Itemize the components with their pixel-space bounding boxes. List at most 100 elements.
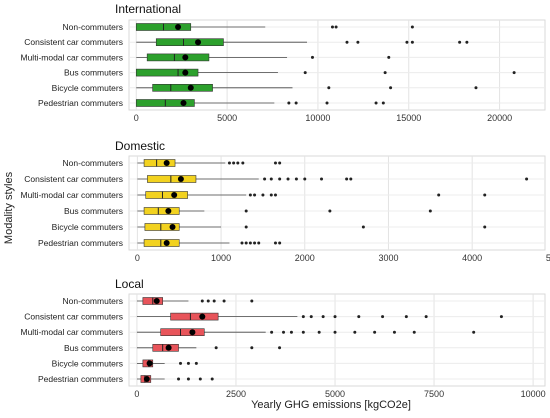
outlier-point (278, 177, 282, 181)
outlier-point (244, 209, 248, 213)
outlier-point (392, 330, 396, 334)
outlier-point (345, 40, 349, 44)
x-tick-label: 0 (134, 389, 139, 399)
category-label: Bicycle commuters (52, 222, 123, 232)
mean-point (169, 224, 176, 230)
outlier-point (325, 101, 329, 105)
outlier-point (330, 25, 334, 29)
outlier-point (273, 161, 277, 165)
outlier-point (194, 361, 198, 365)
outlier-point (373, 330, 377, 334)
mean-point (146, 360, 153, 367)
outlier-point (345, 177, 349, 181)
outlier-point (410, 40, 414, 44)
outlier-point (383, 71, 387, 75)
x-tick-label: 0 (135, 253, 140, 263)
category-label: Non-commuters (63, 296, 123, 306)
outlier-point (236, 161, 240, 165)
mean-point (189, 329, 196, 336)
outlier-point (244, 225, 248, 229)
outlier-point (210, 377, 214, 381)
category-label: Bus commuters (64, 68, 123, 78)
outlier-point (263, 177, 267, 181)
x-tick-label: 0 (134, 113, 139, 123)
box (160, 328, 205, 337)
outlier-point (361, 225, 365, 229)
outlier-point (472, 330, 476, 334)
box (135, 68, 199, 77)
outlier-point (303, 71, 307, 75)
x-tick-label: 5000 (325, 389, 345, 399)
outlier-point (381, 101, 385, 105)
mean-point (180, 100, 187, 106)
mean-point (163, 240, 170, 246)
panel-title: Local (115, 277, 144, 291)
outlier-point (179, 361, 183, 365)
outlier-point (212, 299, 216, 303)
outlier-point (222, 299, 226, 303)
outlier-point (310, 55, 314, 59)
mean-point (153, 298, 160, 304)
x-tick-label: 2500 (226, 389, 246, 399)
category-label: Non-commuters (63, 158, 123, 168)
x-tick-label: 7500 (424, 389, 444, 399)
box (170, 312, 219, 321)
outlier-point (301, 330, 305, 334)
outlier-point (287, 101, 291, 105)
outlier-point (248, 241, 252, 245)
outlier-point (241, 161, 245, 165)
outlier-point (227, 161, 231, 165)
outlier-point (206, 299, 210, 303)
outlier-point (333, 330, 337, 334)
outlier-point (357, 315, 361, 319)
box (144, 223, 180, 231)
box (145, 191, 188, 199)
outlier-point (250, 346, 254, 350)
outlier-point (499, 315, 503, 319)
x-tick-label: 4000 (462, 253, 482, 263)
outlier-point (294, 177, 298, 181)
x-tick-label: 10000 (521, 389, 546, 399)
outlier-point (261, 193, 265, 197)
outlier-point (289, 330, 293, 334)
outlier-point (278, 241, 282, 245)
outlier-point (303, 177, 307, 181)
outlier-point (244, 241, 248, 245)
category-label: Consistent car commuters (24, 174, 123, 184)
outlier-point (458, 40, 462, 44)
category-label: Consistent car commuters (24, 37, 123, 47)
outlier-point (483, 225, 487, 229)
outlier-point (512, 71, 516, 75)
mean-point (165, 208, 172, 214)
outlier-point (483, 193, 487, 197)
x-tick-label: 2000 (295, 253, 315, 263)
outlier-point (273, 193, 277, 197)
x-tick-label: 20000 (487, 113, 512, 123)
panel-title: Domestic (115, 139, 165, 153)
x-tick-label: 3000 (378, 253, 398, 263)
outlier-point (333, 315, 337, 319)
mean-point (182, 54, 189, 61)
box (152, 84, 213, 92)
category-label: Pedestrian commuters (38, 238, 123, 248)
mean-point (165, 344, 172, 351)
outlier-point (412, 330, 416, 334)
outlier-point (257, 241, 261, 245)
outlier-point (253, 241, 257, 245)
outlier-point (282, 330, 286, 334)
outlier-point (437, 193, 441, 197)
category-label: Multi-modal car commuters (21, 327, 124, 337)
mean-point (187, 84, 194, 91)
panel-frame (128, 155, 546, 251)
outlier-point (356, 40, 360, 44)
category-label: Consistent car commuters (24, 312, 123, 322)
mean-point (182, 69, 189, 76)
outlier-point (405, 40, 409, 44)
mean-point (143, 376, 150, 382)
category-label: Pedestrian commuters (38, 98, 123, 108)
outlier-point (334, 25, 338, 29)
outlier-point (269, 177, 273, 181)
outlier-point (321, 315, 325, 319)
outlier-point (186, 361, 190, 365)
